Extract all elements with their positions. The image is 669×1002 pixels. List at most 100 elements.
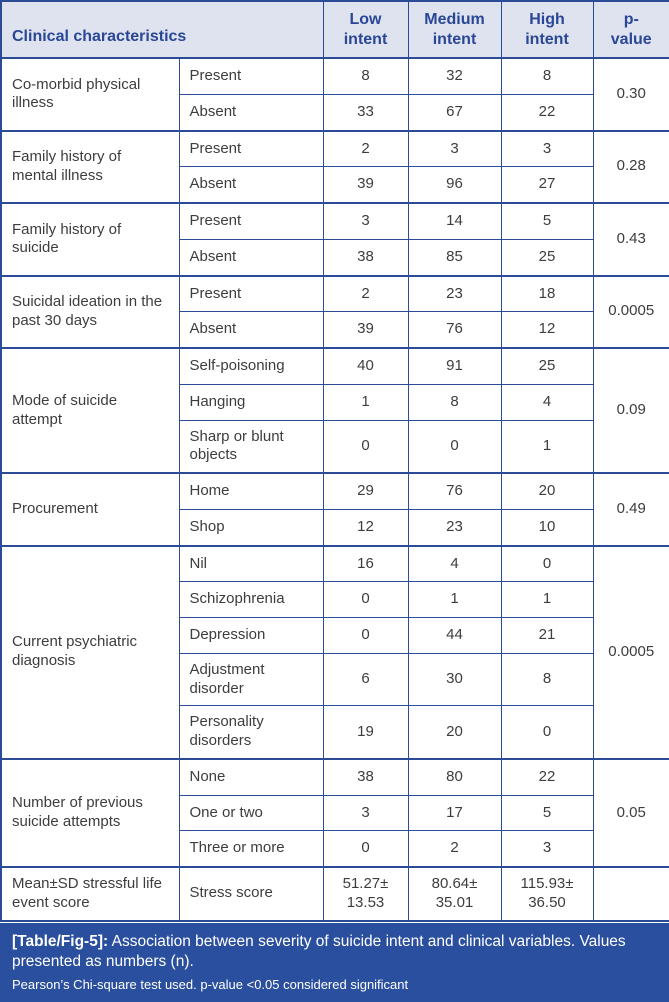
row-label: Home [178, 472, 324, 510]
cell-value: 14 [407, 202, 502, 240]
table-row: Schizophrenia 0 1 1 [1, 581, 669, 619]
cell-value: 0 [322, 830, 409, 868]
table-row: Sharp or blunt objects 0 0 1 [1, 419, 669, 474]
row-label: Three or more [178, 830, 324, 868]
group-label: Current psychiatric diagnosis [0, 545, 180, 760]
table-row: Suicidal ideation in the past 30 days Pr… [0, 275, 669, 349]
cell-value: 67 [407, 93, 502, 132]
table-row: One or two 3 17 5 [1, 794, 669, 832]
table-row: Family history of suicide Present 3 14 5… [0, 202, 669, 277]
table-row: Mean±SD stressful life event score Stres… [0, 866, 669, 922]
p-value-cell: 0.28 [592, 130, 669, 204]
cell-value: 10 [500, 508, 594, 547]
cell-value: 4 [407, 545, 502, 583]
header-clinical-characteristics: Clinical characteristics [0, 0, 324, 59]
cell-value: 3 [500, 830, 594, 868]
cell-value: 0 [322, 581, 409, 619]
cell-value: 0 [407, 419, 502, 474]
group-mode-of-suicide-attempt: Mode of suicide attempt Self-poisoning 4… [0, 347, 669, 474]
table-header: Clinical characteristics Low intent Medi… [0, 0, 669, 59]
cell-value: 8 [500, 652, 594, 707]
cell-value: 85 [407, 238, 502, 277]
row-label: Nil [178, 545, 324, 583]
group-label: Mean±SD stressful life event score [0, 866, 180, 922]
cell-value: 0 [322, 617, 409, 654]
group-procurement: Procurement Home 29 76 20 0.49 Shop 12 2… [0, 472, 669, 547]
cell-value: 0 [322, 419, 409, 474]
row-label: Self-poisoning [178, 347, 324, 385]
cell-value: 1 [322, 383, 409, 421]
group-label: Mode of suicide attempt [0, 347, 180, 474]
cell-value: 1 [500, 419, 594, 474]
cell-value: 27 [500, 166, 594, 204]
cell-value: 4 [500, 383, 594, 421]
row-label: Stress score [178, 866, 324, 922]
header-low-intent: Low intent [322, 0, 409, 59]
cell-value: 22 [500, 93, 594, 132]
cell-value: 23 [407, 275, 502, 313]
group-stress-score: Mean±SD stressful life event score Stres… [0, 866, 669, 922]
table-row: Absent 39 96 27 [1, 166, 669, 204]
cell-value: 12 [500, 311, 594, 349]
p-value-cell [592, 866, 669, 922]
p-value-cell: 0.0005 [592, 545, 669, 760]
table-caption: [Table/Fig-5]: Association between sever… [12, 932, 657, 974]
row-label: Depression [178, 617, 324, 654]
group-current-psychiatric-diagnosis: Current psychiatric diagnosis Nil 16 4 0… [0, 545, 669, 760]
cell-value: 3 [407, 130, 502, 168]
header-medium-intent: Medium intent [407, 0, 502, 59]
group-label: Number of previous suicide attempts [0, 758, 180, 868]
group-family-history-suicide: Family history of suicide Present 3 14 5… [0, 202, 669, 277]
p-value-cell: 0.0005 [592, 275, 669, 349]
row-label: None [178, 758, 324, 796]
cell-value: 23 [407, 508, 502, 547]
cell-value: 32 [407, 57, 502, 95]
cell-value: 8 [500, 57, 594, 95]
group-label: Family history of mental illness [0, 130, 180, 204]
row-label: Sharp or blunt objects [178, 419, 324, 474]
p-value-cell: 0.05 [592, 758, 669, 868]
cell-value: 8 [322, 57, 409, 95]
table-row: Personality disorders 19 20 0 [1, 705, 669, 760]
table-row: Absent 38 85 25 [1, 238, 669, 277]
row-label: Present [178, 275, 324, 313]
cell-value: 12 [322, 508, 409, 547]
table-row: Current psychiatric diagnosis Nil 16 4 0… [0, 545, 669, 760]
cell-value: 30 [407, 652, 502, 707]
cell-value: 25 [500, 347, 594, 385]
cell-value: 19 [322, 705, 409, 760]
cell-value: 115.93± 36.50 [500, 866, 594, 922]
cell-value: 2 [322, 130, 409, 168]
row-label: Shop [178, 508, 324, 547]
table-row: Co-morbid physical illness Present 8 32 … [0, 57, 669, 132]
table-row: Adjustment disorder 6 30 8 [1, 652, 669, 707]
cell-value: 5 [500, 794, 594, 832]
row-label: Present [178, 130, 324, 168]
cell-value: 20 [500, 472, 594, 510]
p-value-cell: 0.43 [592, 202, 669, 277]
cell-value: 0 [500, 705, 594, 760]
group-previous-suicide-attempts: Number of previous suicide attempts None… [0, 758, 669, 868]
cell-value: 16 [322, 545, 409, 583]
cell-value: 3 [500, 130, 594, 168]
cell-value: 38 [322, 238, 409, 277]
cell-value: 38 [322, 758, 409, 796]
row-label: Personality disorders [178, 705, 324, 760]
row-label: One or two [178, 794, 324, 832]
cell-value: 20 [407, 705, 502, 760]
group-suicidal-ideation: Suicidal ideation in the past 30 days Pr… [0, 275, 669, 349]
cell-value: 96 [407, 166, 502, 204]
caption-text: Association between severity of suicide … [12, 932, 626, 971]
row-label: Absent [178, 166, 324, 204]
table-fig-tag: [Table/Fig-5]: [12, 932, 109, 950]
cell-value: 40 [322, 347, 409, 385]
table-row: Three or more 0 2 3 [1, 830, 669, 868]
group-family-history-mental-illness: Family history of mental illness Present… [0, 130, 669, 204]
cell-value: 22 [500, 758, 594, 796]
cell-value: 51.27± 13.53 [322, 866, 409, 922]
clinical-characteristics-table: Clinical characteristics Low intent Medi… [0, 0, 669, 922]
cell-value: 2 [322, 275, 409, 313]
cell-value: 1 [500, 581, 594, 619]
cell-value: 21 [500, 617, 594, 654]
table-row: Number of previous suicide attempts None… [0, 758, 669, 868]
